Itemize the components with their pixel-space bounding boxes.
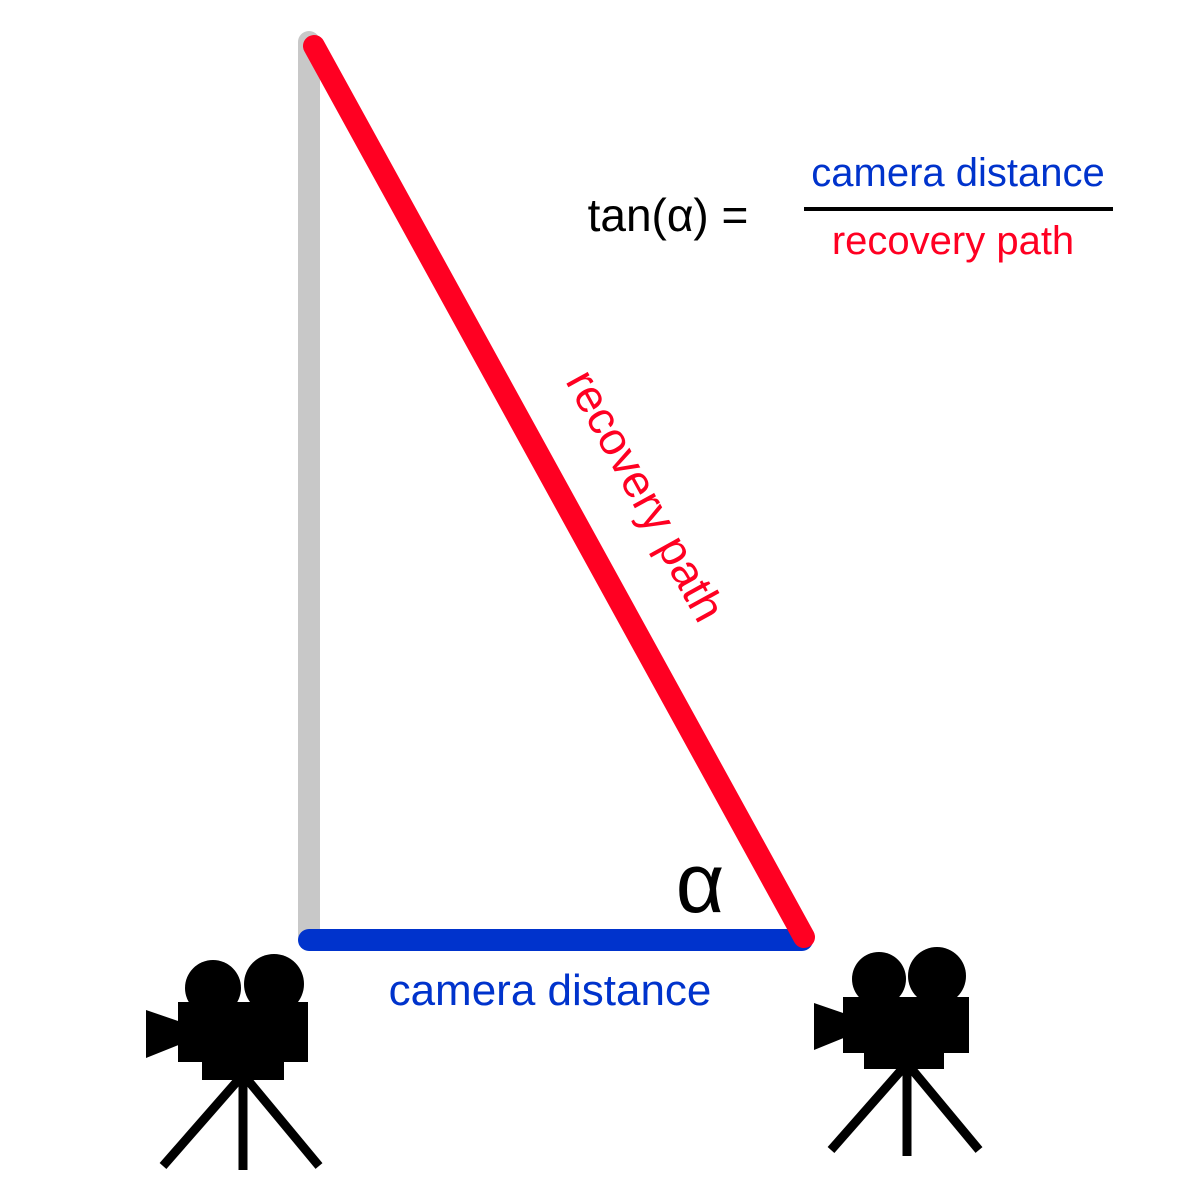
formula-denominator: recovery path [832, 219, 1074, 263]
formula-numerator: camera distance [811, 151, 1104, 195]
recovery-path-line [303, 35, 815, 948]
formula-lhs: tan(α) = [588, 189, 749, 241]
camera-distance-label: camera distance [389, 966, 712, 1015]
left-camera-icon [146, 954, 323, 1170]
tan-formula: tan(α) = camera distance recovery path [588, 151, 1113, 263]
angle-alpha-label: α [676, 836, 725, 930]
right-camera-icon [814, 947, 983, 1156]
